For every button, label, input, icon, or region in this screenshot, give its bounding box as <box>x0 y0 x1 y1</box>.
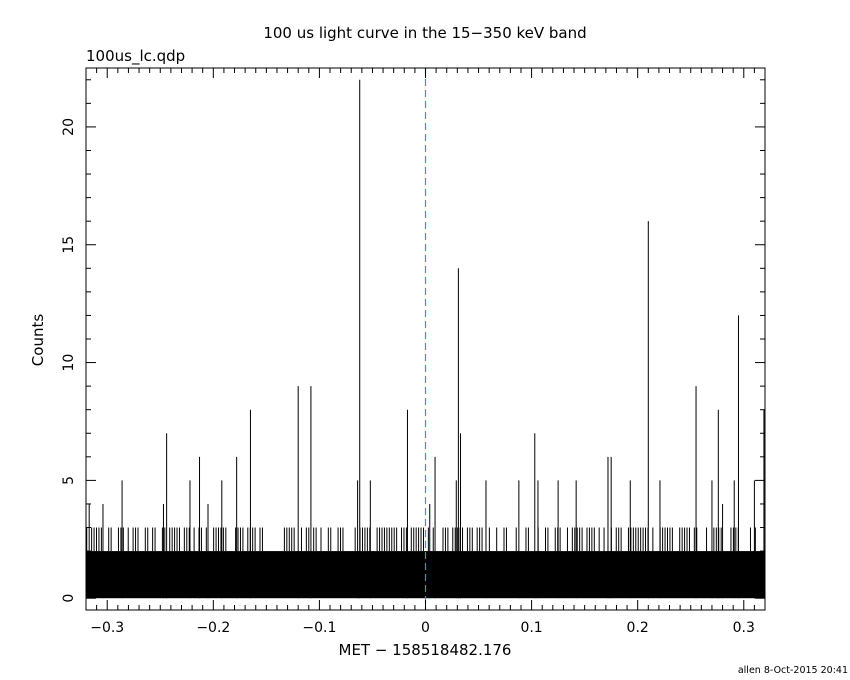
y-tick-label: 5 <box>61 476 77 485</box>
x-tick-label: −0.2 <box>196 620 230 636</box>
x-tick-label: −0.3 <box>90 620 124 636</box>
chart-subtitle: 100us_lc.qdp <box>86 47 185 66</box>
plot-area: −0.3 −0.2 −0.1 0 0.1 0.2 0.3 0 5 10 15 20 <box>61 67 766 636</box>
chart-title: 100 us light curve in the 15−350 keV ban… <box>263 24 586 42</box>
x-axis-label: MET − 158518482.176 <box>339 641 512 659</box>
y-tick-label: 0 <box>61 594 77 603</box>
y-tick-label: 15 <box>61 236 77 254</box>
x-tick-label: 0 <box>421 620 430 636</box>
y-tick-label: 20 <box>61 118 77 136</box>
x-tick-label: −0.1 <box>302 620 336 636</box>
footer-stamp: allen 8-Oct-2015 20:41 <box>738 665 848 676</box>
x-tick-label: 0.3 <box>733 620 755 636</box>
y-tick-label: 10 <box>61 354 77 372</box>
y-axis-label: Counts <box>29 314 47 367</box>
x-tick-label: 0.2 <box>627 620 649 636</box>
x-tick-label: 0.1 <box>520 620 542 636</box>
